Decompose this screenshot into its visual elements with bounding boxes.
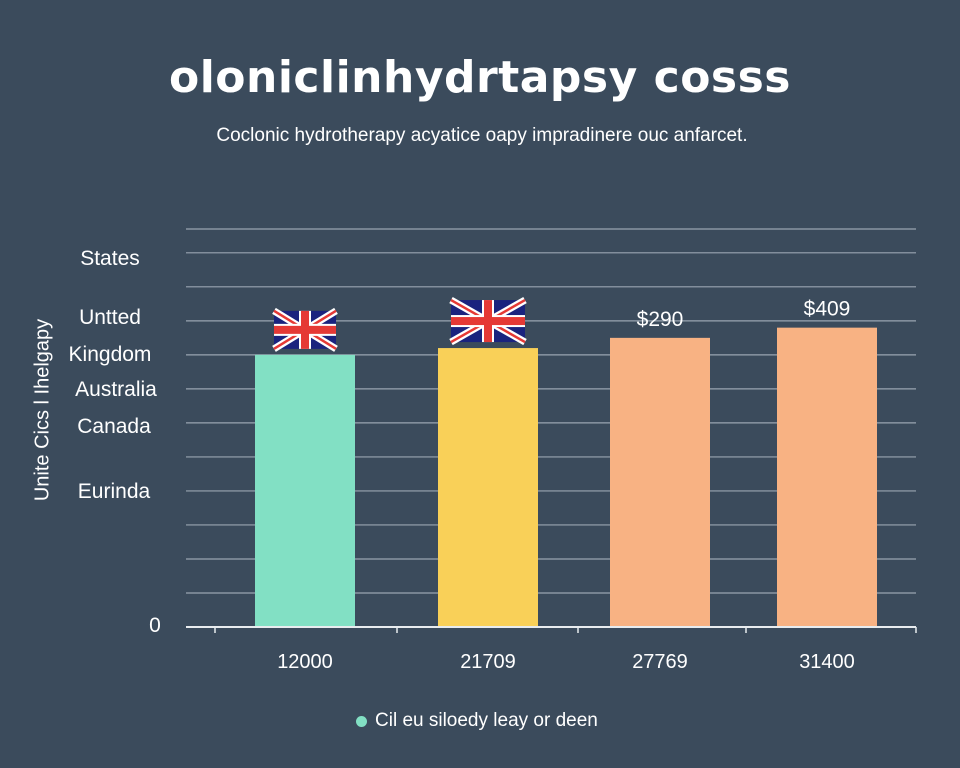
uk-flag-icon [449, 297, 527, 346]
y-category-label: Kingdom [68, 343, 152, 366]
y-category-label: States [80, 247, 140, 270]
y-category-label: Australia [75, 378, 157, 401]
x-tick-label: 31400 [799, 651, 855, 673]
y-category-label: Canada [77, 415, 151, 438]
bar [438, 348, 538, 627]
legend-label: Cil eu siloedy leay or deen [375, 710, 598, 731]
bar [255, 354, 355, 627]
bar [610, 337, 710, 627]
data-label: $290 [637, 308, 684, 331]
legend-swatch [356, 715, 367, 727]
data-label: $409 [804, 298, 851, 321]
legend: Cil eu siloedy leay or deen [356, 710, 598, 732]
y-category-label: Untted [79, 306, 141, 329]
chart-subtitle: Coclonic hydrotherapy acyatice oapy impr… [216, 125, 748, 146]
x-tick-label: 27769 [632, 651, 688, 673]
y-category-label: Eurinda [77, 480, 151, 503]
x-tick-label: 12000 [277, 651, 333, 673]
x-tick-label: 21709 [460, 651, 516, 673]
chart-title: oloniclinhydrtapsy cosss [168, 52, 791, 103]
y-zero-label: 0 [149, 614, 161, 637]
uk-flag-icon [272, 307, 338, 352]
bar [777, 327, 877, 627]
